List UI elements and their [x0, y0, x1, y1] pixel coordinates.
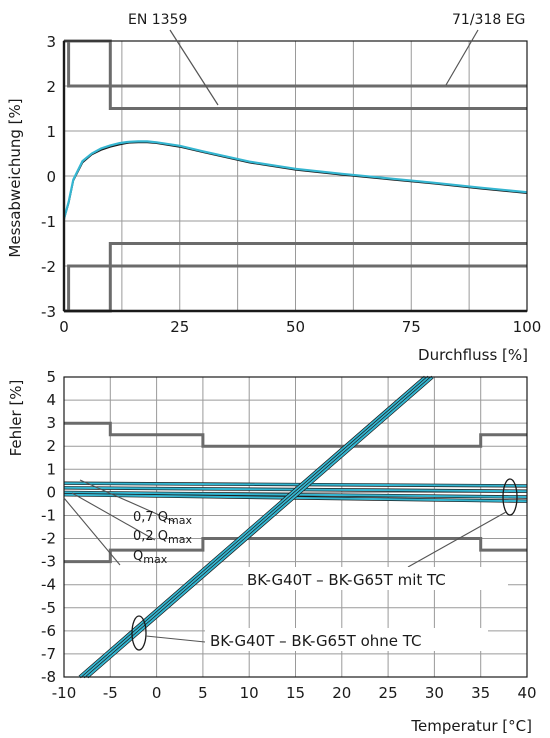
flow-chart-annotations: EN 1359 71/318 EG [128, 12, 525, 106]
ohne-tc-series-line [82, 376, 430, 678]
ohne-tc-label: BK-G40T – BK-G65T ohne TC [210, 632, 422, 650]
eg71318-label: 71/318 EG [452, 12, 525, 28]
y-tick-label: -3 [41, 303, 56, 321]
x-tick-label: 0 [152, 684, 162, 702]
flow-chart-series [62, 140, 528, 220]
y-tick-label: 4 [46, 391, 56, 409]
x-tick-label: 25 [170, 318, 189, 336]
ohne-tc-series-line [86, 376, 434, 678]
temperature-chart-ylabel: Fehler [%] [7, 380, 25, 457]
flow-chart-grid [63, 40, 528, 312]
qmax-leader [63, 497, 121, 566]
x-tick-label: -5 [103, 684, 118, 702]
temperature-chart-frame [63, 376, 528, 678]
y-tick-label: 0 [46, 483, 56, 501]
y-tick-label: -6 [41, 622, 56, 640]
temperature-chart-tick-labels: -10 -5 0 5 10 15 20 25 30 35 40543210-1-2-3-4-5-6-… [41, 368, 537, 702]
y-tick-label: 3 [46, 33, 56, 51]
q02-label: 0,2 Qmax [133, 529, 193, 546]
y-tick-label: -1 [41, 213, 56, 231]
y-tick-label: 0 [46, 168, 56, 186]
limit-line-lower [67, 264, 527, 311]
flow-chart-ylabel: Messabweichung [%] [6, 98, 24, 257]
x-tick-label: 0 [59, 318, 69, 336]
temperature-chart-xlabel: Temperatur [°C] [410, 717, 532, 735]
y-tick-label: 2 [46, 78, 56, 96]
series-line [62, 140, 528, 220]
temperature-chart-series [63, 375, 528, 679]
mit-tc-ellipse [502, 478, 518, 516]
flow-chart: 0 25 50 75 100 -3 -2 -1 0 1 2 3 EN 1359 71/318 EG D… [6, 12, 541, 364]
ohne-tc-ellipse [131, 615, 147, 651]
y-tick-label: -2 [41, 530, 56, 548]
x-tick-label: 15 [286, 684, 305, 702]
plot-border [63, 376, 528, 678]
y-tick-label: 5 [46, 368, 56, 386]
x-tick-label: 5 [198, 684, 208, 702]
y-tick-label: -5 [41, 599, 56, 617]
flow-chart-frame [62, 40, 528, 313]
eg71318-leader [445, 29, 479, 86]
x-tick-label: 20 [332, 684, 351, 702]
q07-leader [79, 479, 176, 523]
y-tick-label: -4 [41, 576, 56, 594]
x-tick-label: 35 [471, 684, 490, 702]
ohne-tc-leader [145, 635, 206, 643]
mit-tc-series-line [63, 482, 528, 487]
x-tick-label: -10 [52, 684, 77, 702]
y-tick-label: -1 [41, 506, 56, 524]
x-tick-label: 100 [513, 318, 542, 336]
mit-tc-label-bg [243, 567, 508, 590]
q02-leader [71, 492, 156, 541]
flow-chart-tick-labels: 0 25 50 75 100 -3 -2 -1 0 1 2 3 [41, 33, 541, 336]
flow-chart-xlabel: Durchfluss [%] [418, 346, 528, 364]
y-tick-label: -8 [41, 668, 56, 686]
x-tick-label: 40 [517, 684, 536, 702]
y-tick-label: 1 [46, 123, 56, 141]
x-tick-label: 50 [286, 318, 305, 336]
x-tick-label: 75 [402, 318, 421, 336]
x-tick-label: 10 [240, 684, 259, 702]
y-tick-label: -3 [41, 553, 56, 571]
limit-line-upper [67, 41, 527, 88]
en1359-label: EN 1359 [128, 12, 187, 28]
y-tick-label: 2 [46, 437, 56, 455]
temperature-chart: -10 -5 0 5 10 15 20 25 30 35 40543210-1-2-3-4-5-6-… [7, 368, 537, 735]
x-tick-label: 25 [379, 684, 398, 702]
x-tick-label: 30 [425, 684, 444, 702]
y-tick-label: 3 [46, 414, 56, 432]
en1359-leader [169, 29, 219, 106]
mit-tc-label: BK-G40T – BK-G65T mit TC [247, 571, 446, 589]
ohne-tc-label-bg [205, 628, 488, 651]
y-tick-label: -2 [41, 258, 56, 276]
temperature-chart-limit-lines [64, 421, 527, 564]
qmax-label: Qmax [133, 549, 168, 566]
limit-line-upper [64, 421, 527, 448]
y-tick-label: -7 [41, 645, 56, 663]
limit-line-lower [64, 537, 527, 564]
q07-label: 0,7 Qmax [133, 510, 193, 527]
ohne-tc-series-line [79, 376, 426, 678]
mit-tc-leader [407, 511, 507, 568]
temperature-chart-annotations: 0,7 Qmax 0,2 Qmax Qmax BK-G40T – BK-G65T… [63, 478, 518, 651]
y-tick-label: 1 [46, 460, 56, 478]
